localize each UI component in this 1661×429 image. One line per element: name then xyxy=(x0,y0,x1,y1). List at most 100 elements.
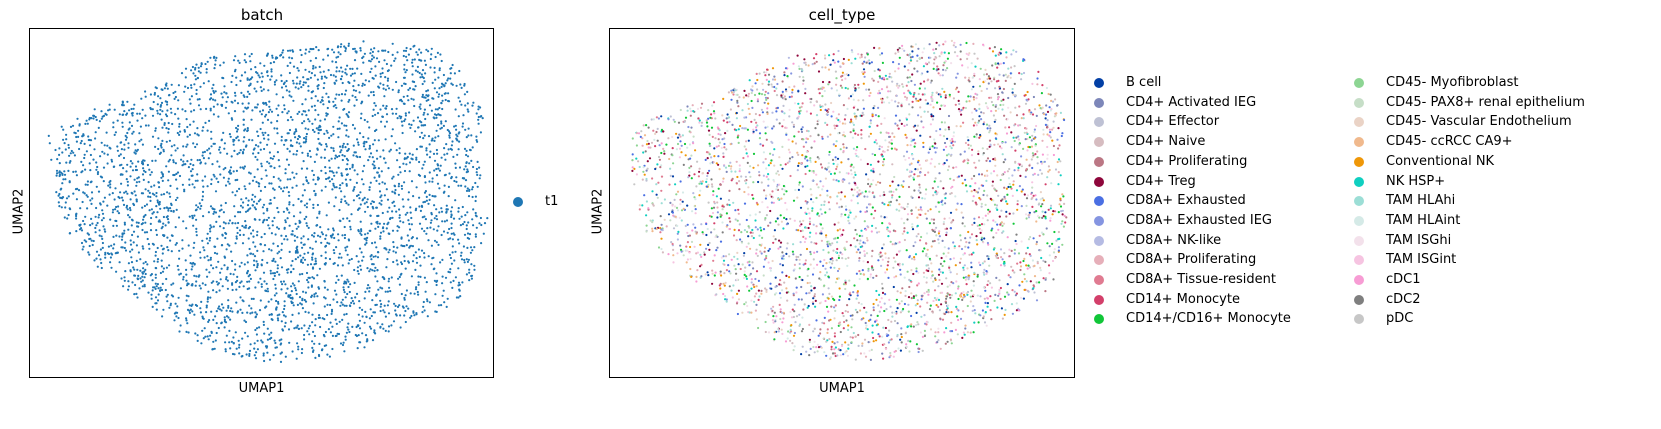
cell-type-point xyxy=(929,208,932,211)
batch-point xyxy=(230,340,233,343)
batch-point xyxy=(422,300,425,304)
cell-type-point xyxy=(937,238,940,241)
batch-point xyxy=(380,120,383,123)
batch-point xyxy=(217,260,220,263)
batch-point xyxy=(440,120,443,123)
batch-point xyxy=(110,160,114,163)
batch-point xyxy=(264,185,267,189)
batch-point xyxy=(236,153,239,156)
batch-point xyxy=(282,280,285,283)
batch-point xyxy=(377,139,380,142)
cell-type-point xyxy=(819,180,822,183)
batch-point xyxy=(316,99,319,102)
cell-type-point xyxy=(712,193,715,197)
batch-point xyxy=(75,217,78,220)
batch-point xyxy=(481,117,484,120)
cell-type-point xyxy=(704,273,707,276)
batch-point xyxy=(379,286,382,289)
batch-point xyxy=(429,66,432,69)
batch-point xyxy=(138,132,141,135)
cell-type-point xyxy=(773,164,776,167)
batch-point xyxy=(371,200,374,203)
batch-point xyxy=(207,211,210,214)
batch-point xyxy=(387,251,390,254)
cell-type-point xyxy=(760,292,763,295)
batch-point xyxy=(137,160,140,163)
cell-type-point xyxy=(815,319,818,322)
batch-point xyxy=(63,173,67,176)
cell-type-point xyxy=(868,349,871,352)
batch-point xyxy=(410,180,414,183)
batch-point xyxy=(476,140,479,143)
batch-point xyxy=(266,209,269,212)
cell-type-point xyxy=(919,208,922,211)
batch-point xyxy=(317,132,320,135)
batch-point xyxy=(398,226,401,229)
batch-point xyxy=(288,201,291,204)
batch-point xyxy=(362,145,366,148)
batch-point xyxy=(425,195,428,198)
batch-point xyxy=(358,247,362,250)
cell-type-point xyxy=(988,96,991,99)
cell-type-point xyxy=(678,156,681,159)
batch-point xyxy=(361,315,364,318)
batch-point xyxy=(244,320,248,324)
batch-point xyxy=(422,113,425,116)
batch-point xyxy=(451,63,454,67)
batch-point xyxy=(407,88,410,91)
batch-point xyxy=(379,235,382,238)
batch-point xyxy=(310,285,313,288)
batch-point xyxy=(246,261,249,264)
cell-type-point xyxy=(733,255,736,258)
cell-type-point xyxy=(1059,111,1062,114)
batch-point xyxy=(369,214,372,217)
batch-point xyxy=(419,209,422,212)
batch-point xyxy=(393,191,396,194)
cell-type-point xyxy=(932,62,936,65)
cell-type-point xyxy=(899,249,902,252)
batch-point xyxy=(414,85,417,88)
batch-point xyxy=(387,221,390,224)
batch-point xyxy=(431,177,434,180)
batch-point xyxy=(199,85,202,88)
cell-type-point xyxy=(686,258,689,261)
batch-point xyxy=(166,103,169,106)
batch-point xyxy=(397,89,400,92)
batch-point xyxy=(298,296,302,299)
cell-type-point xyxy=(882,326,885,329)
batch-point xyxy=(418,48,421,51)
cell-type-point xyxy=(865,324,868,327)
batch-point xyxy=(154,145,157,148)
cell-type-point xyxy=(1016,203,1019,206)
batch-point xyxy=(162,150,165,153)
batch-point xyxy=(358,306,361,309)
batch-point xyxy=(151,289,154,292)
cell-type-point xyxy=(645,200,648,203)
batch-point xyxy=(241,337,244,340)
batch-point xyxy=(416,53,419,56)
batch-point xyxy=(300,327,303,330)
batch-point xyxy=(156,283,159,286)
cell-type-point xyxy=(805,110,808,113)
batch-point xyxy=(280,342,283,345)
batch-point xyxy=(451,251,454,254)
batch-point xyxy=(372,108,375,111)
batch-point xyxy=(353,72,356,75)
batch-point xyxy=(212,212,215,215)
batch-point xyxy=(302,160,305,163)
batch-point xyxy=(427,98,430,101)
cell-type-point xyxy=(792,315,795,319)
batch-point xyxy=(411,236,414,239)
batch-point xyxy=(355,194,359,198)
cell-type-point xyxy=(934,335,937,338)
batch-point xyxy=(322,333,325,337)
batch-point xyxy=(159,289,162,292)
batch-point xyxy=(167,249,170,252)
batch-point xyxy=(236,311,239,314)
batch-point xyxy=(347,322,350,325)
cell-type-point xyxy=(1063,214,1066,217)
batch-point xyxy=(282,210,285,213)
batch-point xyxy=(401,100,404,103)
batch-point xyxy=(170,250,173,253)
cell-type-point xyxy=(903,222,906,225)
